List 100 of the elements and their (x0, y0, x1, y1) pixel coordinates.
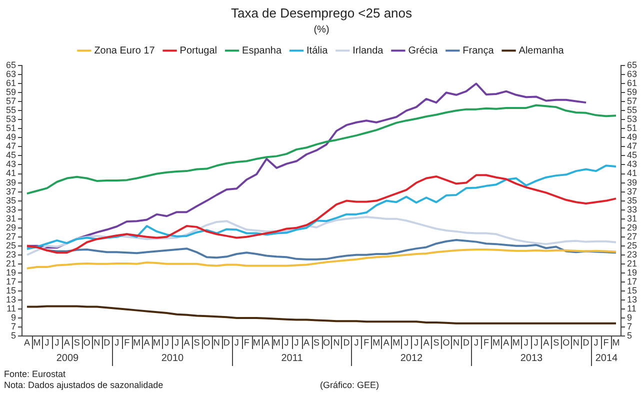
x-tick-label: D (463, 337, 470, 348)
x-tick-label: F (483, 337, 490, 348)
x-tick-label: J (294, 337, 299, 348)
y2-tick-label: 63 (626, 69, 638, 80)
x-tick-label: O (83, 337, 90, 348)
x-tick-label: M (33, 337, 41, 348)
y2-tick-label: 43 (626, 159, 638, 170)
y2-tick-label: 23 (626, 249, 638, 260)
y2-tick-label: 57 (626, 96, 638, 106)
x-tick-label: J (524, 337, 528, 348)
y-tick-label: 31 (6, 213, 16, 224)
y-tick-label: 19 (6, 267, 16, 278)
y-tick-label: 7 (10, 321, 16, 332)
y-tick-label: 27 (6, 231, 16, 242)
x-tick-label: D (582, 337, 590, 348)
chart-subtitle: (%) (314, 24, 330, 36)
y-tick-label: 59 (6, 87, 16, 98)
y-tick-label: 11 (6, 303, 16, 314)
x-tick-label: M (512, 337, 520, 348)
x-tick-label: N (453, 337, 460, 348)
y-tick-label: 41 (6, 168, 16, 178)
y-tick-label: 65 (6, 60, 16, 70)
source-note: Fonte: Eurostat (4, 369, 66, 379)
x-tick-label: D (343, 337, 350, 348)
y2-tick-label: 11 (626, 303, 636, 314)
y2-tick-label: 39 (626, 177, 638, 188)
x-tick-label: J (234, 337, 239, 348)
x-tick-label: M (372, 337, 380, 348)
x-tick-label: S (433, 337, 440, 348)
y-tick-label: 25 (6, 240, 16, 250)
y-tick-label: 39 (6, 177, 16, 188)
x-tick-label: A (503, 337, 510, 348)
x-tick-label: A (264, 337, 270, 348)
y2-tick-label: 55 (626, 105, 638, 116)
y-tick-label: 45 (6, 150, 16, 160)
text: (Gráfico: GEE) (320, 380, 380, 390)
x-tick-label: F (603, 337, 610, 348)
y2-tick-label: 25 (626, 240, 638, 250)
y2-tick-label: 53 (626, 114, 638, 124)
x-tick-label: O (322, 337, 330, 348)
y2-tick-label: 37 (626, 186, 638, 196)
y-tick-label: 13 (6, 294, 16, 304)
y2-tick-label: 17 (626, 276, 638, 286)
x-tick-label: M (612, 337, 620, 348)
x-tick-label: J (474, 337, 478, 348)
x-tick-label: S (74, 337, 80, 348)
text: 2010 (161, 352, 184, 364)
y-tick-label: 49 (6, 132, 16, 142)
x-tick-label: O (203, 337, 210, 348)
legend-label: Portugal (180, 45, 218, 56)
x-tick-label: M (272, 337, 280, 348)
y2-tick-label: 7 (626, 321, 632, 332)
legend-label: Espanha (242, 45, 282, 56)
x-tick-label: A (64, 337, 70, 348)
y2-tick-label: 65 (626, 60, 638, 70)
y-tick-label: 43 (6, 159, 16, 170)
x-tick-label: A (304, 337, 310, 348)
x-tick-label: A (423, 337, 430, 348)
legend-label: França (462, 45, 494, 56)
y-tick-label: 57 (6, 96, 16, 106)
x-tick-label: D (104, 337, 111, 348)
x-tick-label: J (114, 337, 120, 348)
legend-label: Grécia (408, 45, 438, 56)
chart-title: Taxa de Desemprego <25 anos (230, 5, 413, 20)
x-tick-label: J (174, 337, 179, 348)
text: 2014 (595, 352, 618, 364)
legend-label: Zona Euro 17 (94, 45, 156, 56)
y2-tick-label: 29 (626, 222, 638, 232)
x-tick-label: F (244, 337, 250, 348)
y-tick-label: 37 (6, 186, 16, 196)
y2-tick-label: 47 (626, 141, 638, 152)
x-tick-label: A (543, 337, 550, 348)
x-tick-label: J (594, 337, 598, 348)
x-tick-label: N (572, 337, 580, 348)
text: Nota: Dados ajustados de sazonalidade (4, 380, 164, 390)
x-tick-label: A (144, 337, 150, 348)
y2-tick-label: 27 (626, 231, 638, 242)
y2-tick-label: 9 (626, 312, 632, 322)
x-tick-label: N (333, 337, 340, 348)
x-tick-label: M (392, 337, 400, 348)
x-tick-label: J (354, 337, 359, 348)
x-tick-label: J (534, 337, 538, 348)
y-tick-label: 23 (6, 249, 16, 260)
x-tick-label: J (284, 337, 289, 348)
x-tick-label: S (553, 337, 560, 348)
y-tick-label: 55 (6, 105, 16, 116)
legend-label: Irlanda (352, 45, 384, 56)
y2-tick-label: 35 (626, 195, 638, 206)
y-tick-label: 33 (6, 204, 16, 214)
x-tick-label: F (364, 337, 370, 348)
y-tick-label: 53 (6, 114, 16, 124)
y-tick-label: 63 (6, 69, 16, 80)
x-tick-label: M (133, 337, 141, 348)
text: 2009 (56, 352, 80, 364)
y-tick-label: 17 (6, 276, 16, 286)
y-tick-label: 29 (6, 222, 16, 232)
x-tick-label: J (44, 337, 50, 348)
x-tick-label: J (164, 337, 170, 348)
y-tick-label: 35 (6, 195, 16, 206)
x-tick-label: J (404, 337, 409, 348)
